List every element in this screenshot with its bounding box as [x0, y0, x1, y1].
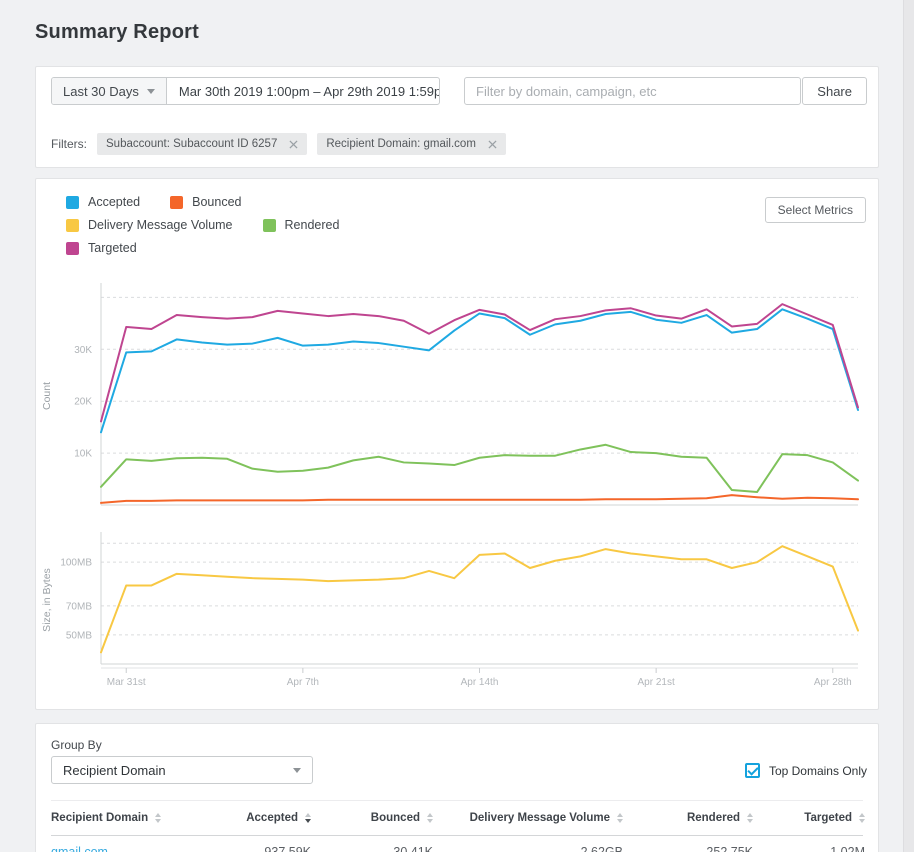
column-header-accepted[interactable]: Accepted [201, 812, 311, 824]
date-range-group: Last 30 Days Mar 30th 2019 1:00pm – Apr … [51, 77, 440, 105]
select-metrics-button[interactable]: Select Metrics [765, 197, 866, 223]
filter-tag-text: Recipient Domain: gmail.com [326, 138, 476, 150]
remove-filter-icon[interactable] [289, 140, 298, 149]
filter-tag-subaccount: Subaccount: Subaccount ID 6257 [97, 133, 307, 155]
targeted-swatch [66, 242, 79, 255]
column-header-recipient-domain[interactable]: Recipient Domain [51, 812, 201, 824]
svg-text:Apr 7th: Apr 7th [287, 677, 319, 688]
legend-item-targeted: Targeted [66, 241, 137, 255]
svg-text:20K: 20K [74, 397, 92, 408]
filter-tag-text: Subaccount: Subaccount ID 6257 [106, 138, 277, 150]
column-header-rendered[interactable]: Rendered [623, 812, 753, 824]
summary-report-page: Summary Report Last 30 Days Mar 30th 201… [0, 0, 914, 852]
page-title: Summary Report [35, 21, 199, 44]
chevron-down-icon [147, 89, 155, 94]
chart-legend: Accepted Bounced Delivery Message Volume… [66, 195, 436, 264]
svg-text:Count: Count [41, 382, 53, 410]
column-header-targeted[interactable]: Targeted [753, 812, 865, 824]
targeted-cell: 1.02M [753, 845, 865, 852]
recipient-domain-cell: gmail.com [51, 845, 201, 852]
results-table: Recipient Domain Accepted Bounced Delive… [51, 800, 863, 852]
column-header-delivery-message-volume[interactable]: Delivery Message Volume [433, 812, 623, 824]
top-domains-checkbox[interactable] [745, 763, 760, 778]
top-domains-label: Top Domains Only [769, 764, 867, 778]
share-button[interactable]: Share [802, 77, 867, 105]
rendered-cell: 252.75K [623, 845, 753, 852]
legend-item-rendered: Rendered [263, 218, 340, 232]
bounced-cell: 30.41K [311, 845, 433, 852]
domain-link[interactable]: gmail.com [51, 845, 108, 852]
active-filters: Filters: Subaccount: Subaccount ID 6257 … [51, 133, 516, 155]
svg-text:30K: 30K [74, 345, 92, 356]
svg-text:100MB: 100MB [60, 558, 92, 569]
svg-text:70MB: 70MB [66, 601, 92, 612]
table-header-row: Recipient Domain Accepted Bounced Delive… [51, 800, 863, 836]
filter-tag-recipient-domain: Recipient Domain: gmail.com [317, 133, 506, 155]
count-line-chart: 10K 20K 30K Count [36, 279, 880, 519]
sort-icon [155, 813, 161, 823]
table-row: gmail.com 937.59K 30.41K 2.62GB 252.75K … [51, 836, 863, 852]
date-preset-dropdown[interactable]: Last 30 Days [52, 78, 167, 104]
svg-text:Mar 31st: Mar 31st [107, 677, 146, 688]
remove-filter-icon[interactable] [488, 140, 497, 149]
scrollbar-track[interactable] [903, 0, 914, 852]
sort-icon [859, 813, 865, 823]
controls-panel: Last 30 Days Mar 30th 2019 1:00pm – Apr … [35, 66, 879, 168]
grouped-results-panel: Group By Recipient Domain Top Domains On… [35, 723, 879, 852]
legend-item-delivery-message-volume: Delivery Message Volume [66, 218, 233, 232]
group-by-select[interactable]: Recipient Domain [51, 756, 313, 784]
filter-input[interactable] [464, 77, 801, 105]
rendered-swatch [263, 219, 276, 232]
svg-text:Apr 28th: Apr 28th [814, 677, 852, 688]
legend-item-accepted: Accepted [66, 195, 140, 209]
filters-label: Filters: [51, 137, 87, 151]
svg-text:10K: 10K [74, 449, 92, 460]
accepted-swatch [66, 196, 79, 209]
top-domains-only-toggle[interactable]: Top Domains Only [745, 763, 867, 778]
legend-item-bounced: Bounced [170, 195, 241, 209]
bounced-swatch [170, 196, 183, 209]
group-by-selected-value: Recipient Domain [63, 763, 166, 778]
svg-text:Apr 14th: Apr 14th [461, 677, 499, 688]
date-range-text: Mar 30th 2019 1:00pm – Apr 29th 2019 1:5… [179, 84, 440, 99]
svg-text:Apr 21st: Apr 21st [638, 677, 675, 688]
metrics-chart-panel: Accepted Bounced Delivery Message Volume… [35, 178, 879, 710]
size-line-chart: 50MB 70MB 100MB Size, in Bytes Mar 31st Apr 7… [36, 530, 880, 700]
date-range-field[interactable]: Mar 30th 2019 1:00pm – Apr 29th 2019 1:5… [167, 78, 439, 104]
chevron-down-icon [293, 768, 301, 773]
column-header-bounced[interactable]: Bounced [311, 812, 433, 824]
delivery-message-volume-swatch [66, 219, 79, 232]
group-by-label: Group By [51, 738, 102, 752]
svg-text:50MB: 50MB [66, 630, 92, 641]
delivery-message-volume-cell: 2.62GB [433, 845, 623, 852]
accepted-cell: 937.59K [201, 845, 311, 852]
svg-text:Size, in Bytes: Size, in Bytes [41, 568, 53, 632]
date-preset-label: Last 30 Days [63, 84, 139, 99]
